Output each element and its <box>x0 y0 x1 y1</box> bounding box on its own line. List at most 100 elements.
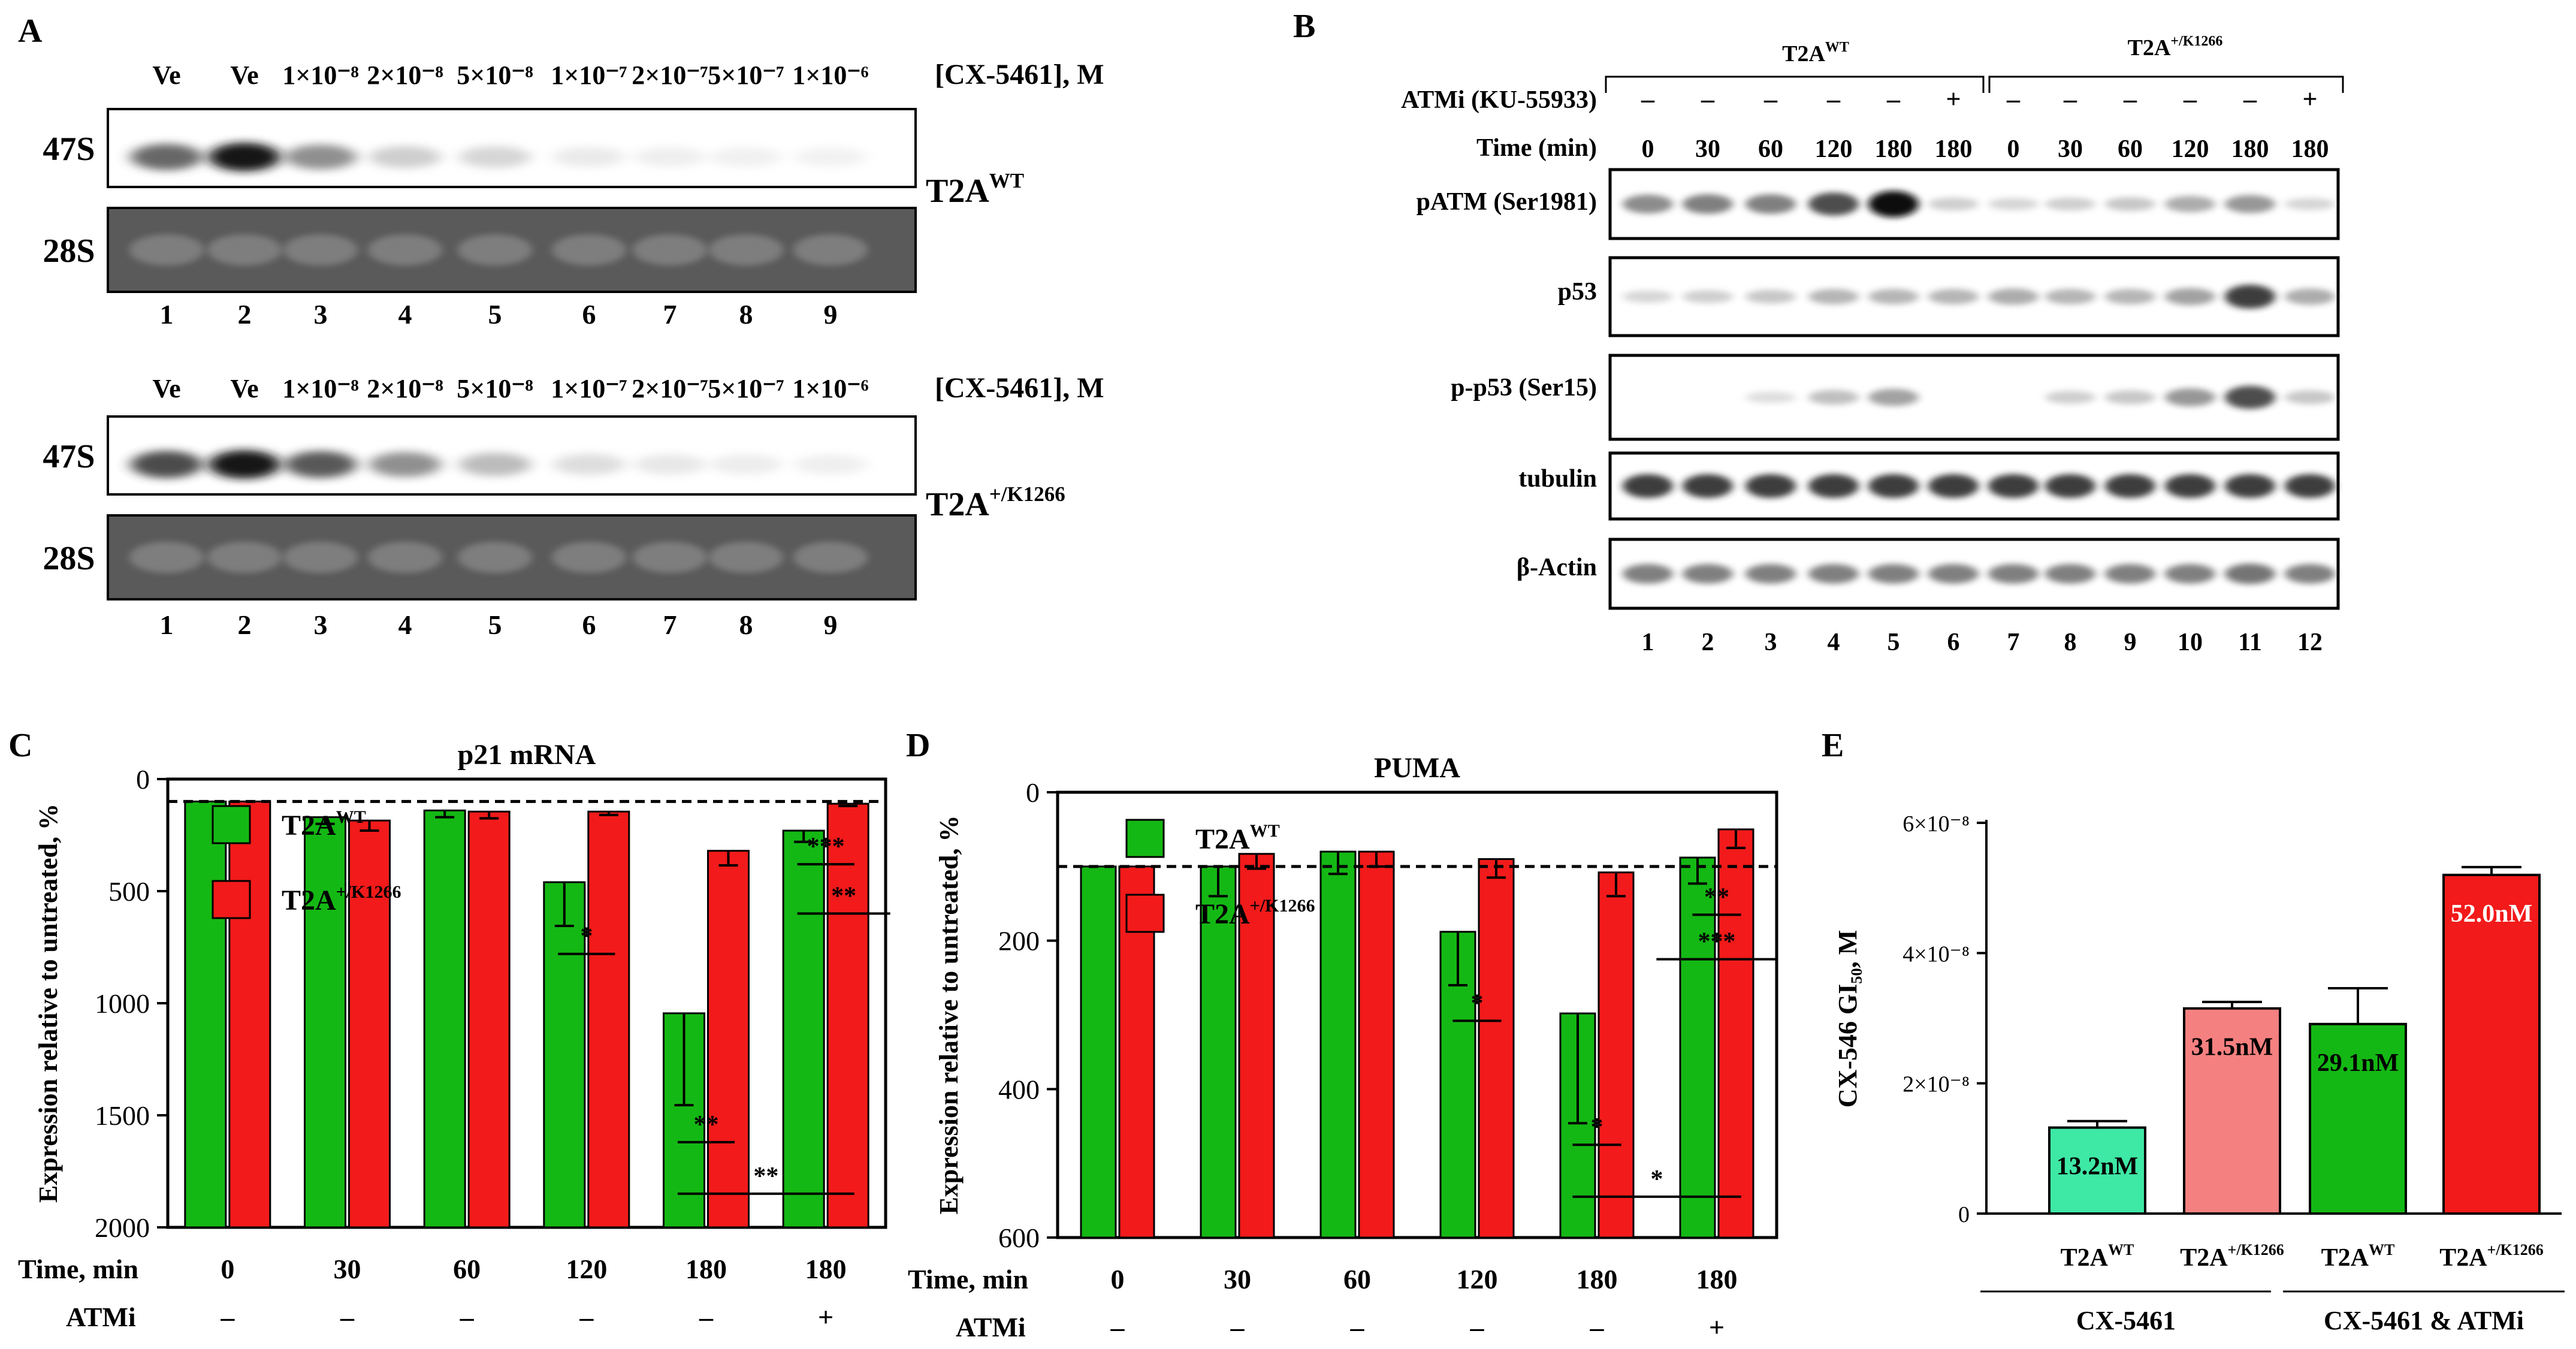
atmi-value: – <box>1350 1312 1365 1342</box>
x-tick-label: 180 <box>1696 1264 1738 1294</box>
bar <box>2309 1022 2407 1215</box>
x-tick-label: 0 <box>1111 1264 1125 1294</box>
x-category-label: T2AWT <box>2321 1241 2395 1272</box>
x-tick-label: 0 <box>221 1254 234 1284</box>
time-value: 120 <box>2172 135 2209 163</box>
atmi-value: + <box>1946 84 1961 114</box>
lane-label: 2×10⁻⁸ <box>367 374 443 403</box>
x-tick-label: 30 <box>334 1254 361 1284</box>
y-tick-label: 0 <box>1026 777 1040 808</box>
row-label-47s: 47S <box>43 438 95 475</box>
panel-label-d: D <box>906 727 930 764</box>
lane-number: 5 <box>488 299 502 330</box>
lane-number: 5 <box>1888 629 1900 656</box>
atmi-row-label: ATMi <box>66 1302 136 1332</box>
group-label: CX-5461 <box>2076 1306 2176 1335</box>
blot-row-label: tubulin <box>1518 465 1597 493</box>
blot-band <box>2225 385 2275 409</box>
time-value: 120 <box>1815 135 1853 163</box>
blot-band <box>2165 474 2215 498</box>
atmi-value: – <box>1763 84 1778 114</box>
y-tick-label: 0 <box>136 764 150 795</box>
time-value: 30 <box>2058 135 2083 163</box>
atmi-value: – <box>2243 84 2257 114</box>
band-47s <box>459 146 531 168</box>
y-axis-label: Expression relative to untreated, % <box>934 815 964 1214</box>
x-tick-label: 120 <box>1457 1264 1498 1294</box>
band-47s <box>634 147 706 167</box>
lane-label: 2×10⁻⁸ <box>367 61 443 90</box>
blot-row-label: p-p53 (Ser15) <box>1451 374 1597 402</box>
y-tick-label: 1500 <box>95 1100 150 1131</box>
y-tick-label: 4×10⁻⁸ <box>1902 941 1970 967</box>
group-bracket-wt <box>1605 76 1985 93</box>
blot-band <box>2165 564 2215 584</box>
bar <box>587 810 630 1229</box>
lane-label: Ve <box>152 374 180 403</box>
legend-label: T2AWT <box>282 807 366 841</box>
lane-number: 9 <box>824 299 838 330</box>
y-tick-label: 2×10⁻⁸ <box>1902 1072 1970 1097</box>
bar <box>348 819 391 1229</box>
legend-label: T2AWT <box>1195 821 1280 855</box>
band-28s <box>793 542 868 573</box>
x-tick-label: 30 <box>1224 1264 1251 1294</box>
significance-label: * <box>1651 1166 1663 1193</box>
lane-number: 9 <box>2124 629 2137 656</box>
lane-number: 3 <box>314 299 328 330</box>
rrna-blot-k1266: Ve Ve 1×10⁻⁸ 2×10⁻⁸ 5×10⁻⁸ 1×10⁻⁷ 2×10⁻⁷ 5×10⁻⁷… <box>43 372 1104 640</box>
group-label: CX-5461 & ATMi <box>2324 1306 2524 1335</box>
y-tick-label: 1000 <box>95 988 150 1019</box>
x-tick-label: 180 <box>1577 1264 1618 1294</box>
group-label-wt: T2AWT <box>1782 40 1849 67</box>
lane-number: 12 <box>2297 629 2323 656</box>
lane-number: 4 <box>1828 629 1840 656</box>
band-28s <box>552 234 626 265</box>
blot-band <box>1808 192 1859 216</box>
cell-line-label-wt: T2AWT <box>926 169 1024 210</box>
atmi-value: – <box>579 1302 594 1332</box>
legend-swatch <box>212 805 251 844</box>
atmi-value: – <box>1590 1312 1605 1342</box>
blot-band <box>1868 474 1919 498</box>
significance-label: * <box>1591 1113 1603 1141</box>
atmi-value: – <box>1826 84 1841 114</box>
lane-number: 1 <box>160 609 174 640</box>
significance-label: *** <box>807 833 845 861</box>
blot-band <box>2105 390 2155 405</box>
legend-swatch <box>1125 819 1165 858</box>
blot-row-label: p53 <box>1558 278 1597 306</box>
time-value: 180 <box>1875 135 1913 163</box>
rrna-blot-wt: Ve Ve 1×10⁻⁸ 2×10⁻⁸ 5×10⁻⁸ 1×10⁻⁷ 2×10⁻⁷ 5×10⁻⁷… <box>43 59 1104 330</box>
concentration-header: [CX-5461], M <box>935 59 1104 90</box>
plot-frame <box>166 777 887 1229</box>
blot-band <box>1988 564 2039 584</box>
bar <box>304 816 346 1229</box>
significance-label: * <box>580 923 593 950</box>
blot-band <box>1745 474 1796 498</box>
band-28s <box>283 542 358 573</box>
band-28s <box>633 234 707 265</box>
blot-band <box>2225 563 2275 584</box>
time-row-label: Time, min <box>18 1254 138 1284</box>
time-value: 30 <box>1695 135 1720 163</box>
atmi-value: – <box>220 1302 235 1332</box>
blot-band <box>2225 285 2275 309</box>
band-47s <box>795 147 866 167</box>
time-value: 60 <box>2118 135 2143 163</box>
lane-number: 4 <box>398 299 412 330</box>
row-label-47s: 47S <box>43 131 95 168</box>
panel-label-e: E <box>1822 727 1844 764</box>
atmi-value: + <box>2302 84 2317 114</box>
blot-band <box>1745 391 1796 403</box>
concentration-header: [CX-5461], M <box>935 372 1104 404</box>
atmi-value: + <box>1709 1312 1725 1342</box>
blot-band <box>2285 390 2335 405</box>
significance-label: ** <box>831 882 856 910</box>
blot-band <box>1683 474 1733 498</box>
p21-chart: p21 mRNA 0 500 1000 1500 2000 Expression relat… <box>18 739 890 1332</box>
lane-label: 5×10⁻⁷ <box>708 374 784 403</box>
atmi-value: – <box>1470 1312 1485 1342</box>
band-47s <box>710 454 782 475</box>
blot-band <box>2285 474 2335 498</box>
